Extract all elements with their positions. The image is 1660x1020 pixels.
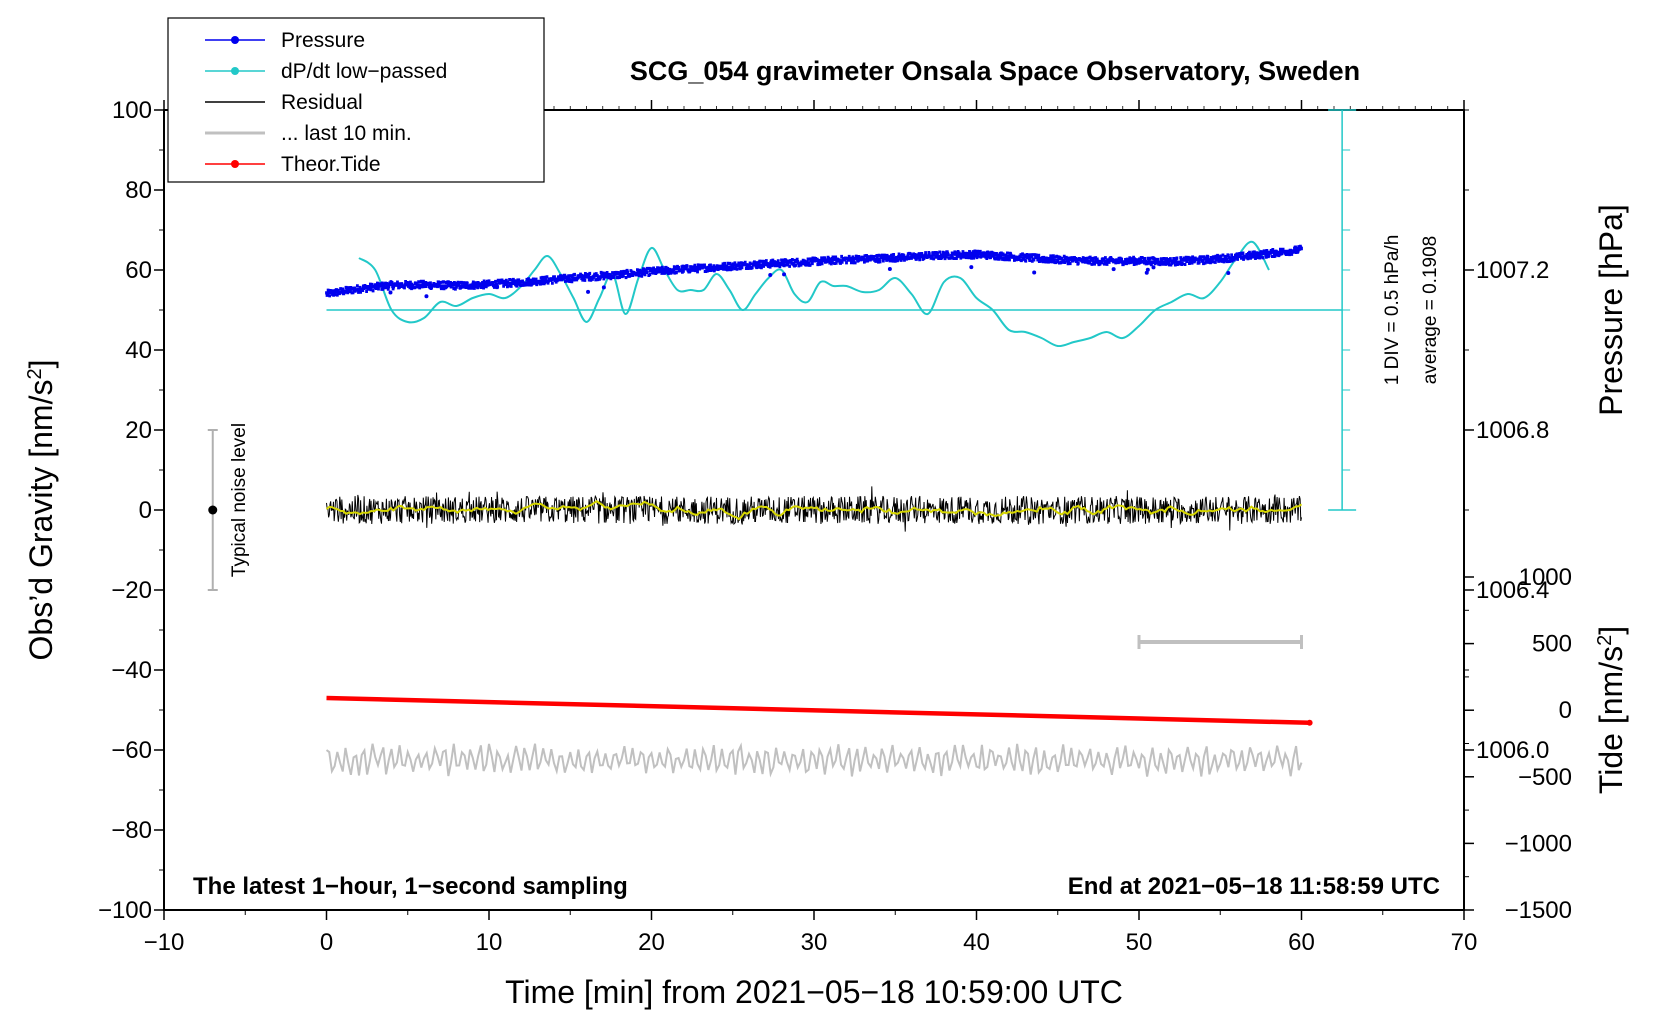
pressure-tick-label: 1006.0: [1476, 737, 1549, 764]
pressure-outlier: [388, 290, 393, 295]
pressure-outlier: [782, 272, 787, 277]
x-tick-label: 0: [320, 929, 333, 956]
tide-tick-label: −1000: [1505, 830, 1572, 857]
x-tick-label: 60: [1288, 929, 1315, 956]
pressure-outlier: [887, 266, 892, 271]
pressure-outlier: [601, 285, 606, 290]
y-axis-title-left-close: ]: [23, 360, 59, 369]
residual-line: [326, 486, 1302, 532]
y-tick-label: 100: [112, 97, 152, 124]
legend-label: Residual: [281, 91, 363, 114]
annotation-sampling: The latest 1−hour, 1−second sampling: [193, 873, 628, 900]
tide-tick-label: 1000: [1519, 564, 1572, 591]
pressure-outlier: [1145, 267, 1150, 272]
x-tick-label: −10: [144, 929, 185, 956]
axis-ticks-layer: −10 0 10 20 30 40 50 60 70100806040200−20−40−60−…: [98, 97, 1572, 956]
legend-item: Pressure: [205, 29, 365, 52]
y-axis-title-left-text: Obs’d Gravity [nm/s: [23, 380, 59, 661]
noise-level-dot: [208, 505, 218, 515]
y-tick-label: −40: [111, 657, 152, 684]
y-tick-label: −60: [111, 737, 152, 764]
pressure-points: [325, 244, 1303, 298]
x-tick-label: 30: [801, 929, 828, 956]
pressure-outlier: [969, 265, 974, 270]
x-tick-label: 20: [638, 929, 665, 956]
y-tick-label: 80: [125, 177, 152, 204]
y-tick-label: 60: [125, 257, 152, 284]
legend-box: [167, 17, 545, 183]
x-tick-label: 50: [1126, 929, 1153, 956]
pressure-outlier: [424, 294, 429, 299]
annotation-end-time: End at 2021−05−18 11:58:59 UTC: [1068, 873, 1440, 900]
pressure-tick-label: 1006.8: [1476, 417, 1549, 444]
legend-label: Theor.Tide: [281, 153, 381, 176]
legend-label: ... last 10 min.: [281, 122, 412, 145]
legend-item: Residual: [205, 91, 363, 114]
tide-tick-label: 500: [1532, 631, 1572, 658]
pressure-outlier: [1226, 271, 1231, 276]
noise-level-label: Typical noise level: [229, 423, 250, 577]
pressure-line: [326, 248, 1302, 295]
legend-item: dP/dt low−passed: [205, 60, 447, 83]
legend-item: ... last 10 min.: [205, 122, 412, 145]
y-tick-label: 20: [125, 417, 152, 444]
tide-tick-label: 0: [1559, 697, 1572, 724]
pressure-outlier: [1151, 265, 1156, 270]
y-axis-title-tide: Tide [nm/s2]: [1593, 626, 1629, 794]
legend-label: Pressure: [281, 29, 365, 52]
pressure-outlier: [1032, 270, 1037, 275]
x-tick-label: 10: [476, 929, 503, 956]
last-10-min-line: [325, 742, 1303, 778]
y-tick-label: 0: [139, 497, 152, 524]
y-tick-label: −100: [98, 897, 152, 924]
tide-tick-label: −1500: [1505, 897, 1572, 924]
tide-end-point: [1306, 719, 1313, 726]
legend: Pressure dP/dt low−passed Residual ... last…: [167, 17, 545, 183]
y-tick-label: −80: [111, 817, 152, 844]
pressure-outlier: [1144, 270, 1149, 275]
y-axis-title-tide-close: ]: [1593, 626, 1629, 635]
dpdt-div-label: 1 DIV = 0.5 hPa/h: [1382, 235, 1403, 386]
pressure-outlier: [1111, 267, 1116, 272]
series-layer: [207, 109, 1357, 778]
y-axis-title-tide-sup: 2: [1594, 635, 1616, 646]
legend-item: Theor.Tide: [205, 153, 381, 176]
pressure-outlier: [768, 273, 773, 278]
tide-line: [326, 695, 1310, 726]
legend-marker: [231, 67, 239, 75]
residual-smoothed-line: [325, 499, 1303, 521]
x-tick-label: 70: [1451, 929, 1478, 956]
legend-items: Pressure dP/dt low−passed Residual ... last…: [205, 29, 447, 176]
x-tick-label: 40: [963, 929, 990, 956]
legend-label: dP/dt low−passed: [281, 60, 447, 83]
tide-tick-label: −500: [1518, 764, 1572, 791]
y-tick-label: −20: [111, 577, 152, 604]
y-axis-title-left: Obs’d Gravity [nm/s2]: [23, 360, 59, 661]
legend-marker: [231, 36, 239, 44]
y-axis-title-tide-text: Tide [nm/s: [1593, 646, 1629, 794]
x-axis-title: Time [min] from 2021−05−18 10:59:00 UTC: [505, 974, 1123, 1010]
chart-title: SCG_054 gravimeter Onsala Space Observat…: [630, 56, 1360, 86]
y-axis-title-pressure: Pressure [hPa]: [1593, 204, 1629, 416]
pressure-outlier: [586, 289, 591, 294]
y-axis-title-left-sup: 2: [24, 368, 46, 379]
y-tick-label: 40: [125, 337, 152, 364]
dpdt-average-label: average = 0.1908: [1420, 236, 1441, 384]
pressure-tick-label: 1006.4: [1476, 577, 1549, 604]
pressure-tick-label: 1007.2: [1476, 257, 1549, 284]
legend-marker: [231, 160, 239, 168]
